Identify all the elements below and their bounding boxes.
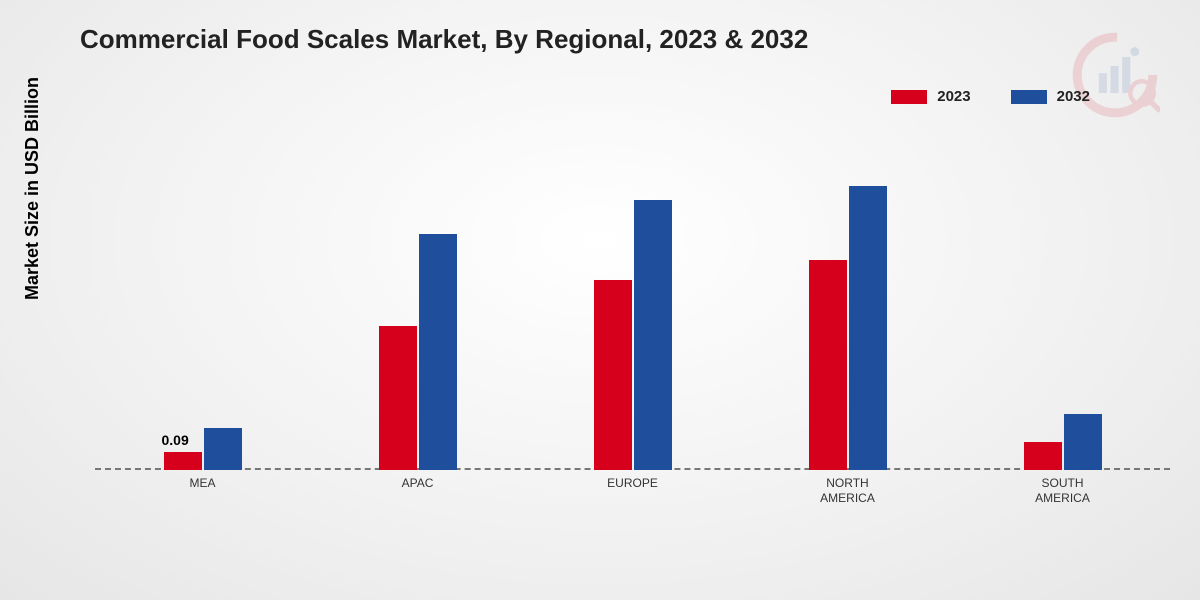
chart-title: Commercial Food Scales Market, By Region… [80, 24, 808, 55]
y-axis-label: Market Size in USD Billion [22, 77, 43, 300]
category-label: MEA [143, 470, 263, 510]
legend-label-2023: 2023 [937, 88, 970, 105]
bar-group: 0.09 [164, 428, 242, 470]
logo-magnifier-handle [1150, 101, 1160, 111]
bar-2032 [634, 200, 672, 470]
bar-2023 [1024, 442, 1062, 470]
legend-item-2032: 2032 [1011, 88, 1090, 105]
category-label: NORTH AMERICA [788, 470, 908, 510]
legend-item-2023: 2023 [891, 88, 970, 105]
category-label: EUROPE [573, 470, 693, 510]
legend-swatch-2032 [1011, 90, 1047, 104]
chart-canvas: Commercial Food Scales Market, By Region… [0, 0, 1200, 600]
bar-2032 [204, 428, 242, 470]
legend-swatch-2023 [891, 90, 927, 104]
category-label: SOUTH AMERICA [1003, 470, 1123, 510]
category-label: APAC [358, 470, 478, 510]
bar-value-label: 0.09 [162, 432, 189, 448]
plot-area: 0.09 MEA APAC EUROPE NORTH AMERICA SOUTH AME… [95, 150, 1170, 510]
bar-2023 [809, 260, 847, 470]
category-labels: MEA APAC EUROPE NORTH AMERICA SOUTH AMERICA [95, 470, 1170, 510]
bar-2023 [379, 326, 417, 470]
legend: 2023 2032 [891, 88, 1090, 105]
logo-bar-3 [1122, 57, 1130, 93]
bar-group [1024, 414, 1102, 470]
logo-dot [1130, 47, 1139, 56]
bar-group [594, 200, 672, 470]
logo-bar-1 [1099, 73, 1107, 93]
logo-bar-2 [1111, 66, 1119, 93]
bar-2032 [419, 234, 457, 470]
bar-group [379, 234, 457, 470]
bar-2023 [594, 280, 632, 470]
legend-label-2032: 2032 [1057, 88, 1090, 105]
bar-groups: 0.09 [95, 150, 1170, 470]
bar-group [809, 186, 887, 470]
bar-2032 [849, 186, 887, 470]
bar-2032 [1064, 414, 1102, 470]
bar-2023: 0.09 [164, 452, 202, 470]
watermark-logo [1070, 30, 1160, 120]
